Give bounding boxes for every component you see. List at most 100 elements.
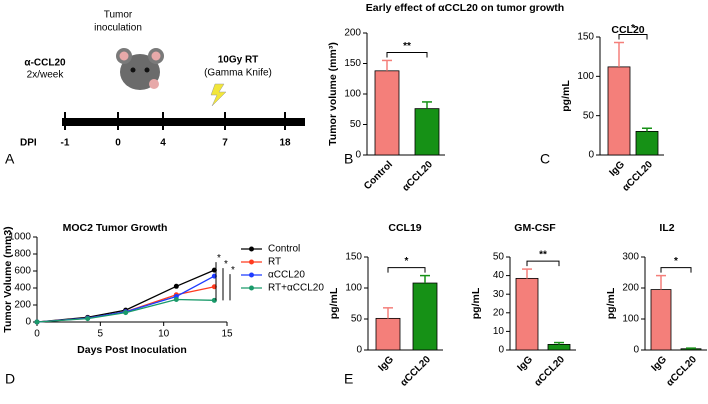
y-tick-label: 1000: [9, 232, 32, 243]
y-axis-label: Tumor Volume (mm3): [2, 226, 14, 332]
y-tick-label: 150: [577, 32, 594, 43]
significance-bracket: [660, 267, 692, 273]
y-tick-label: 150: [345, 252, 362, 263]
y-tick-label: 200: [14, 300, 31, 311]
legend-marker: [249, 285, 254, 291]
lightning-icon: [210, 83, 227, 107]
timeline-day: -1: [61, 138, 70, 149]
timeline-text: (Gamma Knife): [204, 68, 272, 79]
y-axis-label: Tumor volume (mm³): [327, 42, 339, 146]
y-tick-label: 400: [14, 283, 31, 294]
y-tick-label: 800: [14, 249, 31, 260]
legend-marker: [249, 272, 254, 278]
panel-label: D: [5, 371, 15, 387]
significance-bracket: [526, 260, 560, 267]
significance-label: *: [231, 265, 235, 276]
x-tick-label: IgG: [649, 354, 669, 374]
x-tick-label: IgG: [607, 159, 627, 179]
bar: [607, 66, 631, 156]
bar: [680, 348, 702, 351]
bar: [374, 70, 400, 156]
y-tick-label: 150: [344, 58, 361, 69]
data-point: [34, 319, 40, 325]
y-tick-label: 300: [622, 252, 639, 263]
legend-label: Control: [268, 244, 300, 255]
significance-label: *: [224, 259, 228, 270]
y-tick-label: 100: [622, 314, 639, 325]
series-line: [36, 286, 215, 323]
significance-bracket: [386, 51, 428, 58]
y-tick-label: 100: [577, 71, 594, 82]
y-tick-label: 50: [351, 314, 363, 325]
chart-title: Early effect of αCCL20 on tumor growth: [366, 2, 564, 14]
data-point: [85, 316, 91, 322]
legend-label: αCCL20: [268, 270, 305, 281]
y-tick-label: 50: [493, 252, 505, 263]
y-tick-label: 200: [622, 283, 639, 294]
y-axis-label: pg/mL: [470, 287, 482, 319]
x-tick-label: αCCL20: [532, 354, 567, 389]
bar: [650, 289, 672, 351]
x-tick-label: 0: [34, 329, 40, 340]
y-tick-label: 50: [583, 110, 595, 121]
x-tick-label: αCCL20: [664, 354, 699, 389]
y-tick-label: 10: [493, 326, 505, 337]
y-tick-label: 20: [493, 307, 505, 318]
bar: [412, 282, 438, 351]
y-tick-label: 0: [498, 345, 504, 356]
legend-marker: [249, 259, 254, 265]
timeline-text: Tumor: [104, 10, 133, 21]
timeline-day: 0: [115, 138, 121, 149]
y-tick-label: 30: [493, 289, 505, 300]
significance-label: *: [631, 23, 635, 34]
y-tick-label: 40: [493, 270, 505, 281]
timeline-bar: [62, 118, 305, 126]
y-tick-label: 600: [14, 266, 31, 277]
significance-bracket: [618, 34, 648, 40]
bar: [635, 130, 659, 156]
bar: [414, 108, 440, 156]
x-tick-label: IgG: [376, 354, 396, 374]
data-point: [173, 296, 179, 302]
x-tick-label: αCCL20: [620, 159, 655, 194]
significance-bracket: [387, 267, 426, 273]
significance-label: *: [217, 253, 221, 264]
y-tick-label: 0: [633, 345, 639, 356]
x-tick-label: 15: [221, 329, 233, 340]
chart-title: CCL19: [388, 222, 421, 234]
data-point: [173, 283, 179, 289]
x-tick-label: Control: [362, 159, 395, 192]
significance-label: *: [405, 256, 409, 267]
timeline-day: 4: [160, 138, 166, 149]
y-tick-label: 0: [356, 345, 362, 356]
x-tick-label: IgG: [515, 354, 535, 374]
legend-label: RT: [268, 257, 281, 268]
bar: [547, 344, 571, 351]
timeline-text: 2x/week: [27, 70, 65, 81]
timeline-axis-label: DPI: [20, 138, 37, 149]
panel-label: B: [344, 151, 353, 167]
timeline-text: 10Gy RT: [218, 55, 259, 66]
x-tick-label: 10: [158, 329, 170, 340]
timeline-text: inoculation: [94, 23, 142, 34]
panel-label: C: [540, 151, 550, 167]
significance-label: *: [674, 256, 678, 267]
panel-label: E: [344, 371, 353, 387]
y-tick-label: 50: [350, 119, 362, 130]
bar: [375, 317, 401, 351]
timeline-text: α-CCL20: [24, 58, 66, 69]
mouse-icon: [116, 48, 164, 90]
significance-label: **: [539, 250, 547, 261]
y-tick-label: 200: [344, 28, 361, 39]
timeline-day: 7: [222, 138, 228, 149]
y-tick-label: 0: [355, 150, 361, 161]
y-tick-label: 0: [588, 150, 594, 161]
x-tick-label: αCCL20: [400, 159, 435, 194]
legend-marker: [249, 246, 254, 252]
y-axis-label: pg/mL: [560, 80, 572, 112]
chart-title: GM-CSF: [514, 222, 556, 234]
y-tick-label: 100: [344, 89, 361, 100]
chart-title: IL2: [659, 222, 674, 234]
legend-label: RT+αCCL20: [268, 283, 324, 294]
